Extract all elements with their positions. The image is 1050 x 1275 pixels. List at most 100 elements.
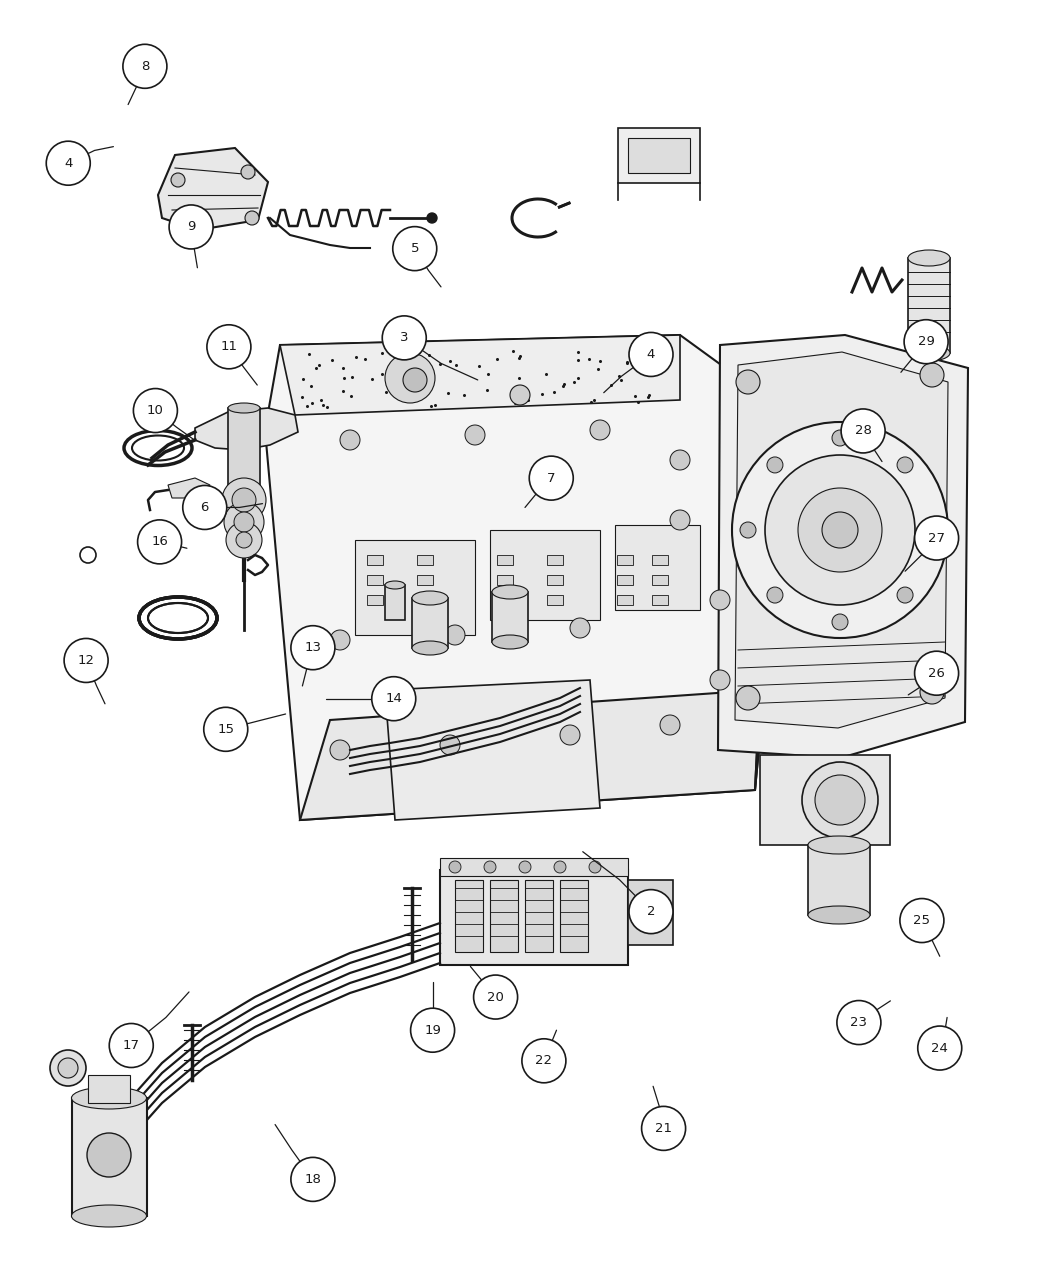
Text: 6: 6 bbox=[201, 501, 209, 514]
Text: 5: 5 bbox=[411, 242, 419, 255]
Circle shape bbox=[232, 488, 256, 513]
Bar bbox=[497, 595, 513, 606]
Bar bbox=[455, 880, 483, 952]
Circle shape bbox=[183, 486, 227, 529]
Text: 24: 24 bbox=[931, 1042, 948, 1054]
Text: 17: 17 bbox=[123, 1039, 140, 1052]
Circle shape bbox=[637, 913, 647, 923]
Circle shape bbox=[710, 669, 730, 690]
Polygon shape bbox=[265, 335, 790, 820]
Circle shape bbox=[629, 333, 673, 376]
Circle shape bbox=[920, 363, 944, 388]
Bar bbox=[618, 128, 700, 184]
Circle shape bbox=[123, 45, 167, 88]
Bar bbox=[628, 138, 690, 173]
Circle shape bbox=[449, 861, 461, 873]
Polygon shape bbox=[755, 414, 790, 790]
Circle shape bbox=[589, 861, 601, 873]
Bar bbox=[617, 595, 633, 606]
Circle shape bbox=[382, 316, 426, 360]
Circle shape bbox=[403, 368, 427, 391]
Circle shape bbox=[736, 686, 760, 710]
Circle shape bbox=[915, 516, 959, 560]
Circle shape bbox=[340, 430, 360, 450]
Circle shape bbox=[765, 455, 915, 606]
Circle shape bbox=[411, 1009, 455, 1052]
Text: 26: 26 bbox=[928, 667, 945, 680]
Circle shape bbox=[918, 1026, 962, 1070]
Circle shape bbox=[46, 142, 90, 185]
Text: 27: 27 bbox=[928, 532, 945, 544]
Text: 23: 23 bbox=[850, 1016, 867, 1029]
Circle shape bbox=[841, 409, 885, 453]
Circle shape bbox=[519, 861, 531, 873]
Bar bbox=[440, 870, 628, 965]
Bar bbox=[72, 1098, 147, 1216]
Circle shape bbox=[798, 488, 882, 572]
Circle shape bbox=[766, 456, 783, 473]
Text: 11: 11 bbox=[220, 340, 237, 353]
Ellipse shape bbox=[71, 1088, 147, 1109]
Circle shape bbox=[393, 227, 437, 270]
Bar bbox=[490, 880, 518, 952]
Polygon shape bbox=[735, 352, 948, 728]
Circle shape bbox=[234, 513, 254, 532]
Text: 4: 4 bbox=[647, 348, 655, 361]
Circle shape bbox=[522, 1039, 566, 1082]
Circle shape bbox=[629, 890, 673, 933]
Circle shape bbox=[560, 725, 580, 745]
Circle shape bbox=[670, 450, 690, 470]
Bar bbox=[617, 575, 633, 585]
Bar bbox=[808, 845, 870, 915]
Bar bbox=[490, 530, 600, 620]
Circle shape bbox=[529, 456, 573, 500]
Bar bbox=[492, 592, 528, 643]
Bar bbox=[412, 598, 448, 648]
Circle shape bbox=[440, 734, 460, 755]
Text: 12: 12 bbox=[78, 654, 94, 667]
Circle shape bbox=[175, 215, 189, 230]
Bar bbox=[440, 858, 628, 876]
Circle shape bbox=[474, 975, 518, 1019]
Text: 21: 21 bbox=[655, 1122, 672, 1135]
Text: 22: 22 bbox=[536, 1054, 552, 1067]
Bar bbox=[617, 555, 633, 565]
Circle shape bbox=[427, 213, 437, 223]
Ellipse shape bbox=[139, 597, 217, 639]
Text: 7: 7 bbox=[547, 472, 555, 484]
Bar bbox=[368, 555, 383, 565]
Bar bbox=[368, 595, 383, 606]
Circle shape bbox=[900, 899, 944, 942]
Text: 19: 19 bbox=[424, 1024, 441, 1037]
Circle shape bbox=[736, 370, 760, 394]
Text: 20: 20 bbox=[487, 991, 504, 1003]
Text: 18: 18 bbox=[304, 1173, 321, 1186]
Circle shape bbox=[245, 210, 259, 224]
Ellipse shape bbox=[808, 836, 870, 854]
Circle shape bbox=[590, 419, 610, 440]
Circle shape bbox=[837, 1001, 881, 1044]
Bar bbox=[497, 555, 513, 565]
Circle shape bbox=[915, 652, 959, 695]
Circle shape bbox=[171, 173, 185, 187]
Circle shape bbox=[766, 586, 783, 603]
Text: 3: 3 bbox=[400, 332, 408, 344]
Text: 29: 29 bbox=[918, 335, 935, 348]
Bar bbox=[615, 525, 700, 609]
Circle shape bbox=[204, 708, 248, 751]
Ellipse shape bbox=[228, 403, 260, 413]
Circle shape bbox=[169, 205, 213, 249]
Circle shape bbox=[904, 320, 948, 363]
Circle shape bbox=[832, 430, 848, 446]
Bar bbox=[652, 555, 668, 565]
Text: 13: 13 bbox=[304, 641, 321, 654]
Ellipse shape bbox=[492, 585, 528, 599]
Circle shape bbox=[109, 1024, 153, 1067]
Text: 8: 8 bbox=[141, 60, 149, 73]
Circle shape bbox=[510, 385, 530, 405]
Circle shape bbox=[291, 626, 335, 669]
Ellipse shape bbox=[492, 635, 528, 649]
Text: 4: 4 bbox=[64, 157, 72, 170]
Text: 2: 2 bbox=[647, 905, 655, 918]
Bar bbox=[652, 595, 668, 606]
